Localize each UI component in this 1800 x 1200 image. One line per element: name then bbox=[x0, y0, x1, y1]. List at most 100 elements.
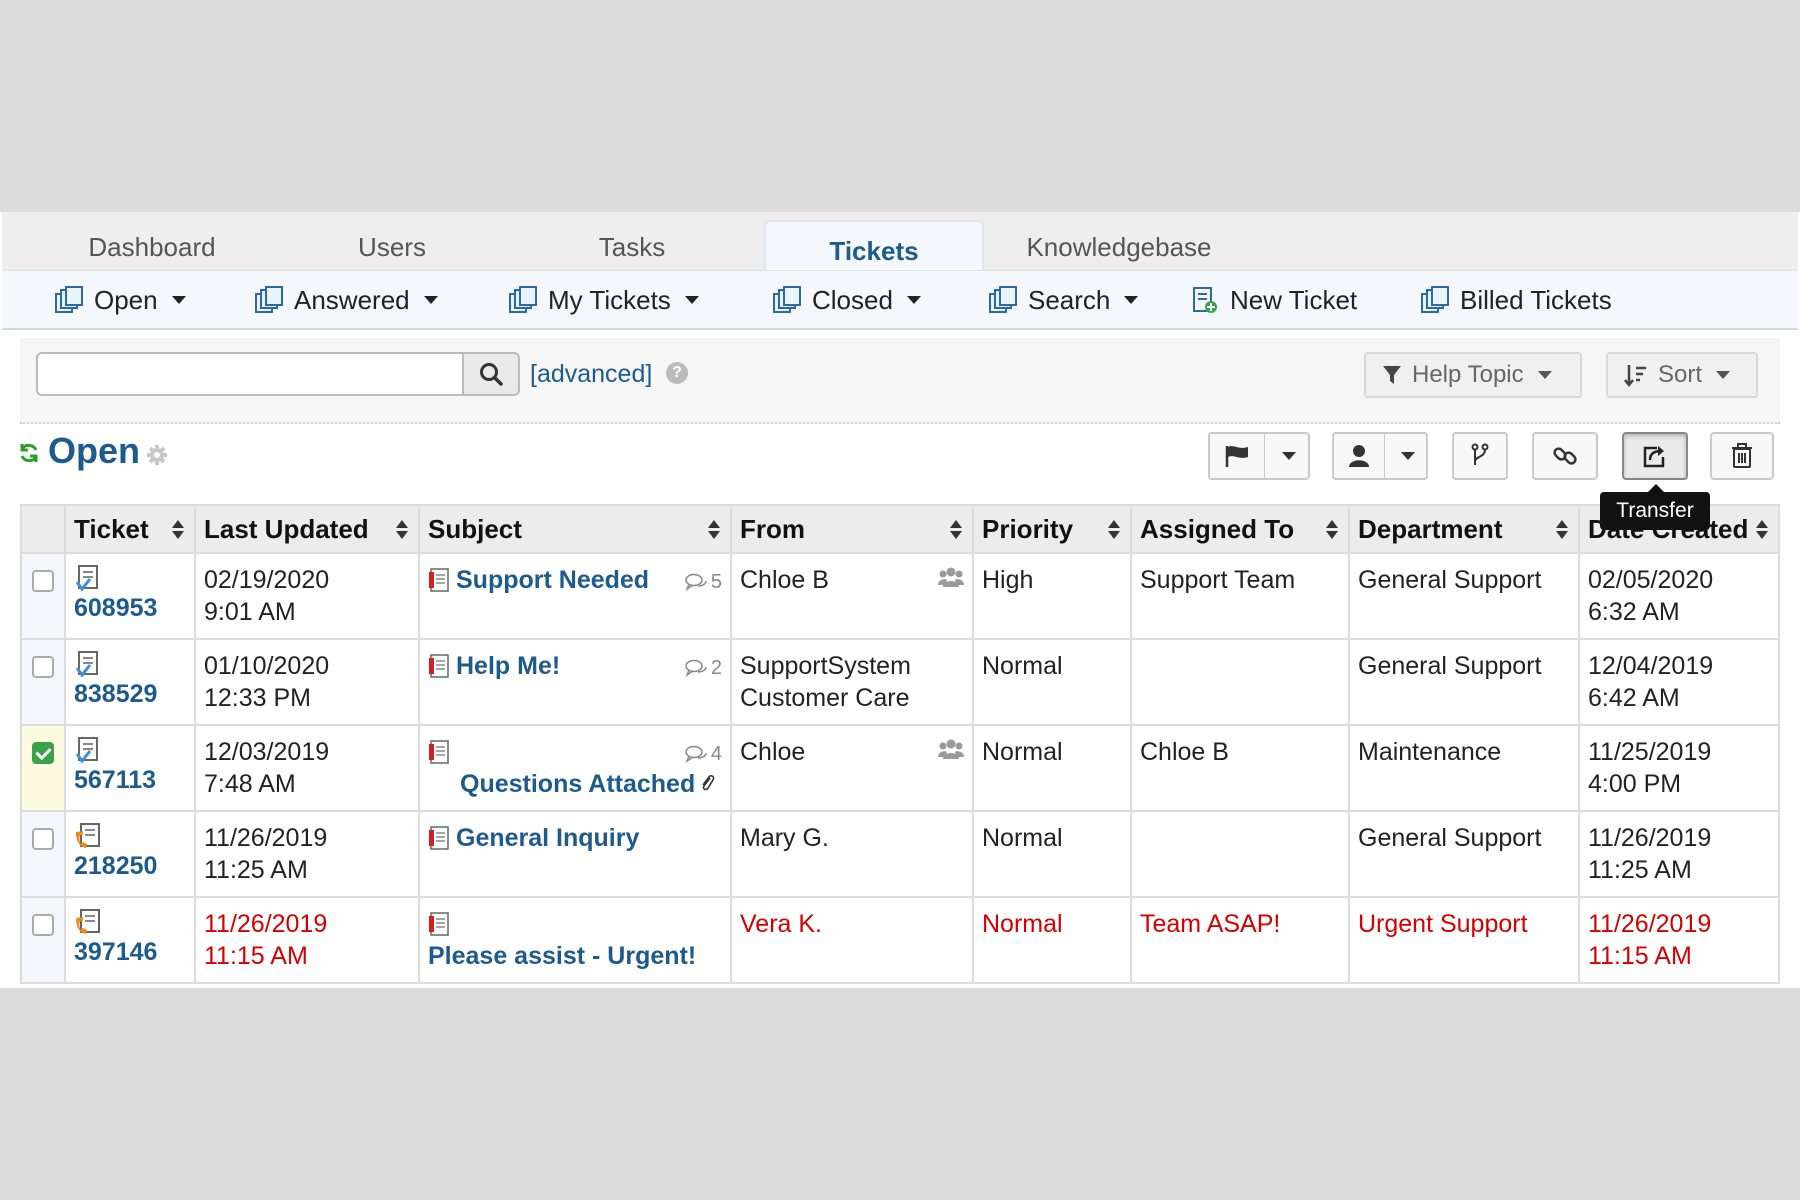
ticket-cell[interactable]: 218250 bbox=[64, 810, 196, 898]
date-created-date: 11/26/2019 bbox=[1588, 910, 1712, 938]
column-header-subject[interactable]: Subject bbox=[418, 504, 732, 554]
column-header-priority[interactable]: Priority bbox=[972, 504, 1132, 554]
ticket-number-link[interactable]: 608953 bbox=[74, 594, 158, 622]
subject-link[interactable]: Help Me! bbox=[428, 650, 722, 682]
ticket-cell[interactable]: 397146 bbox=[64, 896, 196, 984]
table-row[interactable]: 397146 11/26/2019 11:15 AM Please assist - … bbox=[20, 896, 1780, 984]
assigned-to-cell bbox=[1130, 638, 1350, 726]
help-topic-filter-button[interactable]: Help Topic bbox=[1364, 352, 1582, 398]
sort-arrows-icon[interactable] bbox=[1556, 520, 1568, 540]
flag-dropdown[interactable] bbox=[1265, 452, 1308, 460]
subject-cell[interactable]: General Inquiry bbox=[418, 810, 732, 898]
subject-cell[interactable]: Questions Attached 4 bbox=[418, 724, 732, 812]
column-header-last-updated[interactable]: Last Updated bbox=[194, 504, 420, 554]
subject-cell[interactable]: Support Needed 5 bbox=[418, 552, 732, 640]
refresh-icon[interactable] bbox=[18, 442, 40, 464]
column-header-ticket[interactable]: Ticket bbox=[64, 504, 196, 554]
subnav-search-label: Search bbox=[1028, 285, 1111, 315]
thread-count-icon bbox=[685, 573, 707, 591]
transfer-icon bbox=[1643, 446, 1665, 468]
flag-button[interactable] bbox=[1210, 444, 1264, 468]
row-checkbox[interactable] bbox=[32, 914, 54, 936]
tickets-icon bbox=[773, 286, 801, 313]
ticket-cell[interactable]: 608953 bbox=[64, 552, 196, 640]
chevron-down-icon bbox=[1716, 371, 1731, 379]
column-header-department[interactable]: Department bbox=[1348, 504, 1580, 554]
sort-arrows-icon[interactable] bbox=[708, 520, 720, 540]
subnav-open[interactable]: Open bbox=[54, 271, 186, 329]
gear-icon[interactable] bbox=[146, 444, 168, 466]
subject-link[interactable]: Support Needed bbox=[428, 564, 722, 596]
assign-dropdown[interactable] bbox=[1385, 452, 1426, 460]
column-header-from[interactable]: From bbox=[730, 504, 974, 554]
tab-knowledgebase[interactable]: Knowledgebase bbox=[1026, 232, 1212, 262]
ticket-cell[interactable]: 838529 bbox=[64, 638, 196, 726]
department-cell: Maintenance bbox=[1348, 724, 1580, 812]
link-button[interactable] bbox=[1532, 432, 1598, 480]
row-select-cell[interactable] bbox=[20, 896, 66, 984]
date-created-date: 02/05/2020 bbox=[1588, 566, 1714, 594]
column-header-assigned-to[interactable]: Assigned To bbox=[1130, 504, 1350, 554]
flag-status-button[interactable] bbox=[1208, 432, 1310, 480]
sort-arrows-icon[interactable] bbox=[172, 520, 184, 540]
ticket-number-link[interactable]: 397146 bbox=[74, 938, 158, 966]
search-input[interactable] bbox=[36, 352, 462, 396]
row-select-cell[interactable] bbox=[20, 638, 66, 726]
subnav-billed-tickets[interactable]: Billed Tickets bbox=[1420, 271, 1612, 329]
tab-users[interactable]: Users bbox=[358, 232, 426, 262]
sort-button[interactable]: Sort bbox=[1606, 352, 1758, 398]
ticket-number-link[interactable]: 838529 bbox=[74, 680, 158, 708]
phone-ticket-icon bbox=[76, 823, 100, 848]
table-row[interactable]: 608953 02/19/2020 9:01 AM Support Needed 5 Ch… bbox=[20, 552, 1780, 640]
last-updated-date: 12/03/2019 bbox=[204, 738, 330, 766]
row-checkbox[interactable] bbox=[32, 828, 54, 850]
column-header-label: Priority bbox=[982, 513, 1074, 544]
ticket-number-link[interactable]: 218250 bbox=[74, 852, 158, 880]
subject-link[interactable]: General Inquiry bbox=[428, 824, 639, 852]
merge-button[interactable] bbox=[1452, 432, 1508, 480]
subject-cell[interactable]: Please assist - Urgent! bbox=[418, 896, 732, 984]
advanced-search-link[interactable]: [advanced] bbox=[530, 360, 653, 388]
help-icon[interactable]: ? bbox=[666, 362, 688, 384]
search-button[interactable] bbox=[462, 352, 520, 396]
subnav-answered[interactable]: Answered bbox=[254, 271, 438, 329]
row-checkbox[interactable] bbox=[32, 570, 54, 592]
date-created-date: 11/26/2019 bbox=[1588, 824, 1712, 852]
priority-cell: Normal bbox=[972, 724, 1132, 812]
assign-user-button[interactable] bbox=[1334, 444, 1384, 468]
ticket-number-link[interactable]: 567113 bbox=[74, 766, 157, 794]
subnav-search[interactable]: Search bbox=[988, 271, 1139, 329]
date-created-cell: 02/05/2020 6:32 AM bbox=[1578, 552, 1780, 640]
tickets-icon bbox=[255, 286, 283, 313]
delete-button[interactable] bbox=[1710, 432, 1774, 480]
row-checkbox[interactable] bbox=[32, 742, 54, 764]
column-header-label: Subject bbox=[428, 513, 522, 544]
sort-arrows-icon[interactable] bbox=[950, 520, 962, 540]
sort-arrows-icon[interactable] bbox=[396, 520, 408, 540]
table-row[interactable]: 567113 12/03/2019 7:48 AM Questions Attache… bbox=[20, 724, 1780, 812]
collaborators-icon bbox=[938, 567, 964, 587]
subnav-new-ticket[interactable]: New Ticket bbox=[1190, 271, 1357, 329]
table-row[interactable]: 218250 11/26/2019 11:25 AM General Inquiry M… bbox=[20, 810, 1780, 898]
chevron-down-icon bbox=[906, 296, 921, 304]
tab-dashboard[interactable]: Dashboard bbox=[88, 232, 216, 262]
subject-link[interactable]: Please assist - Urgent! bbox=[428, 940, 722, 972]
row-select-cell[interactable] bbox=[20, 724, 66, 812]
transfer-button[interactable] bbox=[1622, 432, 1688, 480]
assign-button[interactable] bbox=[1332, 432, 1428, 480]
row-checkbox[interactable] bbox=[32, 656, 54, 678]
subject-cell[interactable]: Help Me! 2 bbox=[418, 638, 732, 726]
subject-link[interactable]: Questions Attached bbox=[428, 768, 722, 800]
row-select-cell[interactable] bbox=[20, 552, 66, 640]
subnav-my-tickets[interactable]: My Tickets bbox=[508, 271, 699, 329]
sort-arrows-icon[interactable] bbox=[1326, 520, 1338, 540]
table-row[interactable]: 838529 01/10/2020 12:33 PM Help Me! 2 Support… bbox=[20, 638, 1780, 726]
row-select-cell[interactable] bbox=[20, 810, 66, 898]
subnav-closed[interactable]: Closed bbox=[772, 271, 921, 329]
sort-arrows-icon[interactable] bbox=[1108, 520, 1120, 540]
tab-tickets[interactable]: Tickets bbox=[764, 220, 984, 272]
ticket-cell[interactable]: 567113 bbox=[64, 724, 196, 812]
merge-icon bbox=[1471, 443, 1489, 465]
sort-arrows-icon[interactable] bbox=[1756, 520, 1768, 540]
tab-tasks[interactable]: Tasks bbox=[598, 232, 666, 262]
